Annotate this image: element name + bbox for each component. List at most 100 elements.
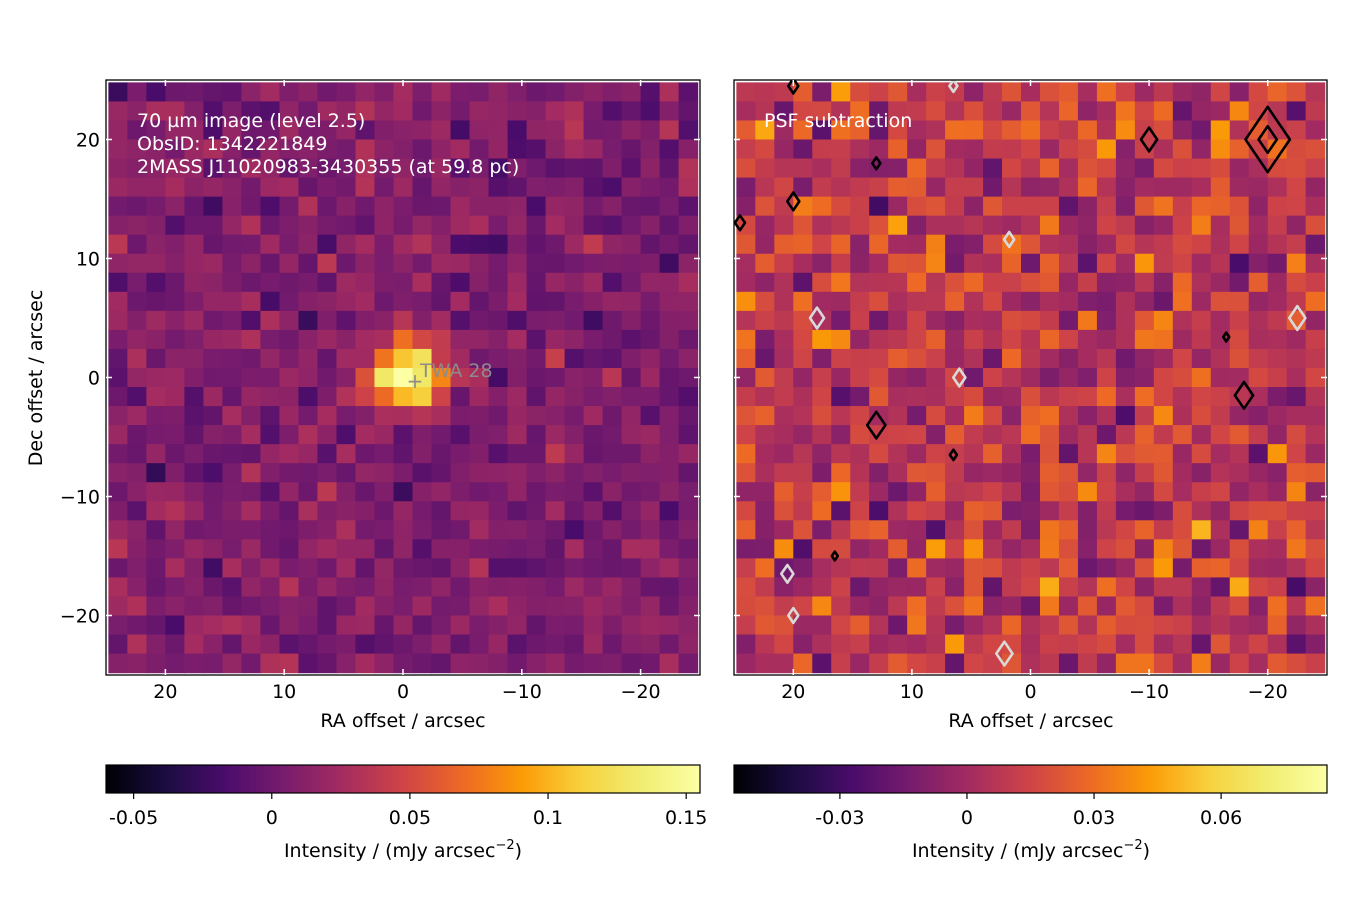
left-heatmap-cell <box>640 539 661 559</box>
left-heatmap-cell <box>412 367 433 388</box>
left-heatmap-cell <box>412 444 433 464</box>
left-heatmap-cell <box>260 329 281 350</box>
left-heatmap-cell <box>355 158 376 179</box>
left-heatmap-cell <box>507 463 528 483</box>
right-heatmap-cell <box>926 634 946 655</box>
left-heatmap-cell <box>203 520 224 540</box>
right-heatmap-cell <box>850 158 870 179</box>
left-heatmap-cell <box>659 367 680 388</box>
left-heatmap-cell <box>108 348 128 369</box>
right-heatmap-cell <box>1096 596 1117 617</box>
right-heatmap-cell <box>850 558 870 579</box>
right-colorbar-gradient <box>733 764 1328 794</box>
left-heatmap-cell <box>393 406 414 426</box>
left-heatmap-cell <box>640 425 661 445</box>
left-heatmap-cell <box>355 577 376 598</box>
right-heatmap-cell <box>907 120 927 141</box>
left-heatmap-cell <box>127 101 147 122</box>
right-heatmap-cell <box>926 482 946 502</box>
right-heatmap-cell <box>1096 177 1117 198</box>
left-heatmap-cell <box>317 444 338 464</box>
right-heatmap-cell <box>1229 501 1250 521</box>
left-heatmap-cell <box>526 653 547 674</box>
right-heatmap-cell <box>1021 596 1041 617</box>
left-y-tick-label: 0 <box>88 368 100 390</box>
left-heatmap-cell <box>241 272 262 293</box>
left-heatmap-cell <box>583 139 604 160</box>
right-heatmap-cell <box>1248 101 1269 122</box>
left-heatmap-cell <box>526 463 547 483</box>
left-heatmap-cell <box>184 120 205 141</box>
left-heatmap-cell <box>488 387 509 407</box>
right-heatmap-cell <box>793 139 813 160</box>
right-heatmap-cell <box>1191 463 1212 483</box>
right-heatmap-cell <box>983 215 1003 236</box>
left-heatmap-cell <box>165 310 186 331</box>
right-heatmap-cell <box>1172 615 1193 636</box>
right-heatmap-cell <box>850 653 870 674</box>
left-heatmap-cell <box>393 482 414 502</box>
right-heatmap-cell <box>1153 406 1174 426</box>
left-heatmap-cell <box>545 120 566 141</box>
left-heatmap-cell <box>355 406 376 426</box>
left-heatmap-cell <box>184 501 205 521</box>
right-heatmap-cell <box>850 310 870 331</box>
right-heatmap-cell <box>812 482 832 502</box>
right-heatmap-cell <box>812 406 832 426</box>
left-heatmap-cell <box>241 291 262 312</box>
right-heatmap-cell <box>1096 348 1117 369</box>
right-heatmap-cell <box>888 463 908 483</box>
left-heatmap-cell <box>374 558 395 579</box>
right-heatmap-cell <box>1305 348 1326 369</box>
left-heatmap-cell <box>127 253 147 274</box>
left-heatmap-cell <box>621 196 642 217</box>
left-heatmap-cell <box>127 634 147 655</box>
right-heatmap-cell <box>1115 139 1136 160</box>
left-heatmap-cell <box>564 406 585 426</box>
left-heatmap-cell <box>108 596 128 617</box>
left-heatmap-cell <box>545 82 566 103</box>
left-heatmap-cell <box>678 539 699 559</box>
right-heatmap-cell <box>1191 291 1212 312</box>
right-heatmap-cell <box>1115 310 1136 331</box>
right-heatmap-cell <box>1305 82 1326 103</box>
left-heatmap-cell <box>279 101 300 122</box>
right-heatmap-cell <box>907 387 927 407</box>
right-heatmap-cell <box>1096 272 1117 293</box>
left-heatmap-cell <box>678 139 699 160</box>
right-heatmap-cell <box>1172 406 1193 426</box>
left-heatmap-cell <box>507 158 528 179</box>
right-heatmap-cell <box>1191 329 1212 350</box>
right-heatmap-cell <box>1305 463 1326 483</box>
left-heatmap-cell <box>450 177 471 198</box>
left-heatmap-cell <box>222 272 243 293</box>
right-heatmap-cell <box>1039 101 1060 122</box>
left-heatmap-cell <box>678 444 699 464</box>
left-heatmap-cell <box>393 463 414 483</box>
right-heatmap-cell <box>793 348 813 369</box>
left-heatmap-cell <box>602 234 623 255</box>
right-heatmap-cell <box>1248 253 1269 274</box>
left-heatmap-cell <box>564 558 585 579</box>
right-heatmap-cell <box>1172 101 1193 122</box>
left-heatmap-cell <box>678 101 699 122</box>
left-heatmap-cell <box>184 425 205 445</box>
left-heatmap-cell <box>412 253 433 274</box>
right-x-tick-label: −10 <box>1129 681 1169 703</box>
left-colorbar-tick-label: 0.05 <box>389 807 431 829</box>
left-heatmap-cell <box>241 367 262 388</box>
left-colorbar-label-end: ) <box>515 840 522 862</box>
right-heatmap-cell <box>1058 463 1079 483</box>
left-heatmap-cell <box>640 558 661 579</box>
right-heatmap-cell <box>793 501 813 521</box>
right-heatmap-cell <box>1039 367 1060 388</box>
left-heatmap-cell <box>222 444 243 464</box>
left-heatmap-cell <box>203 158 224 179</box>
left-heatmap-cell <box>203 101 224 122</box>
left-heatmap-cell <box>450 425 471 445</box>
right-heatmap-cell <box>1191 634 1212 655</box>
left-heatmap-cell <box>602 653 623 674</box>
right-heatmap-cell <box>926 653 946 674</box>
left-heatmap-cell <box>317 596 338 617</box>
right-heatmap-cell <box>774 653 794 674</box>
